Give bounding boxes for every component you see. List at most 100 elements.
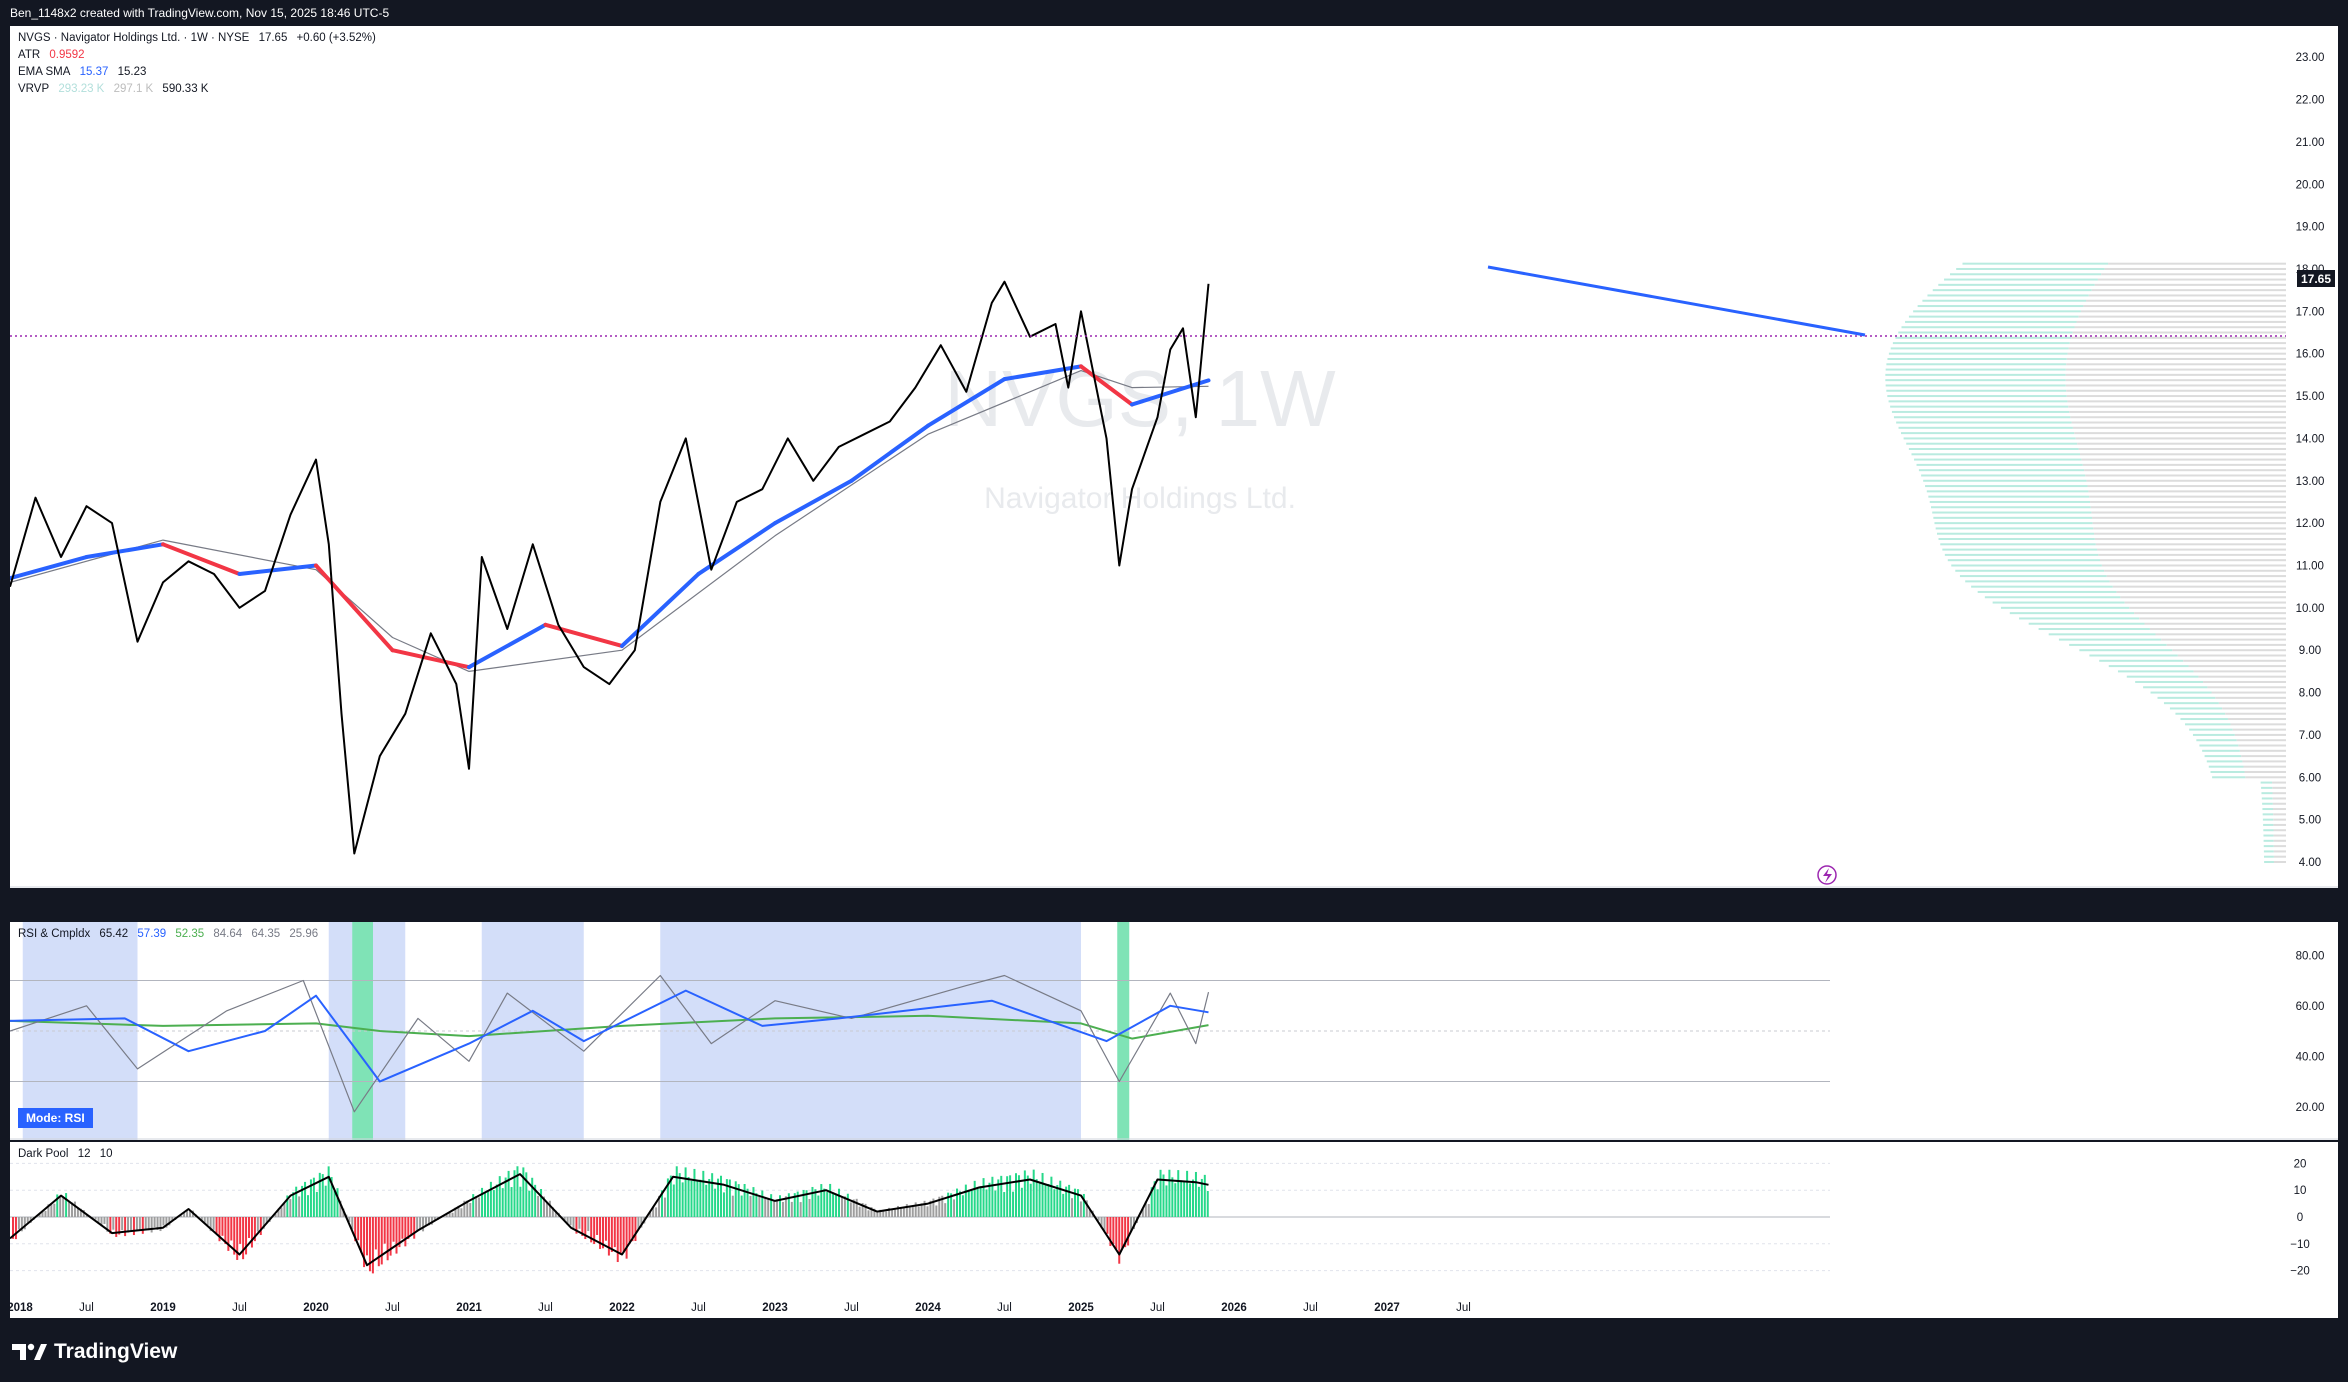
dp-tick-label: −20 [2290,1266,2310,1278]
vp-bin-up [1913,310,2081,313]
watermark-ticker: NVGS, 1W [944,354,1336,443]
dp-bar [964,1184,967,1217]
vp-bin-up [2262,818,2274,821]
rsi-pane[interactable]: 80.00 60.00 40.00 20.00 RSI & Cmpldx 65.42 … [10,922,2338,1140]
dp-bar [289,1199,292,1217]
price-chart[interactable]: 23.0022.0021.0020.0019.0018.0017.0016.00… [10,26,2338,888]
dark-pool-label: Dark Pool [18,1148,69,1160]
dp-bar [1112,1217,1115,1245]
vp-bin-down [2085,474,2286,477]
vp-bin-down [2094,532,2286,535]
vp-bin-up [1992,601,2125,604]
dp-bar [525,1172,528,1217]
dp-bar [354,1217,357,1242]
time-axis-labels: 2018 Jul 2019 Jul 2020 Jul 2021 Jul 2022 Jul 2023 J… [10,1302,1471,1314]
dp-bar [274,1214,277,1217]
vp-bin-up [1928,495,2090,498]
time-tick-label: 2021 [456,1302,482,1314]
time-axis[interactable]: 2018 Jul 2019 Jul 2020 Jul 2021 Jul 2022 Jul 2023 J… [10,1296,2338,1318]
dp-bar [537,1195,540,1217]
vp-bin-up [1951,564,2102,567]
dark-pool-legend[interactable]: Dark Pool 12 10 [18,1148,119,1160]
rsi-value-1: 65.42 [99,928,129,940]
vp-bin-down [2227,718,2286,721]
dp-bar [1194,1171,1197,1217]
time-tick-label: Jul [79,1302,94,1314]
dp-bar [227,1217,230,1251]
price-tick-label: 22.00 [2296,95,2325,107]
dp-bar [242,1217,245,1260]
dp-bar [779,1195,781,1217]
dp-bar [838,1188,840,1217]
dp-bar [746,1188,749,1217]
descending-trendline[interactable] [1487,265,1866,337]
tradingview-logo[interactable]: TradingView [12,1340,177,1364]
dp-bar [693,1168,696,1217]
dp-bar [545,1202,548,1217]
vp-bin-up [2263,834,2274,837]
price-tick-label: 11.00 [2296,560,2324,572]
time-tick-label: 2027 [1374,1302,1400,1314]
dp-bar [858,1206,861,1217]
vp-bin-up [2143,686,2208,689]
price-pane[interactable]: 23.00 22.00 21.00 20.00 19.00 18.00 17.00 16.00… [10,26,2338,888]
dp-bar [911,1205,914,1217]
dp-bar [622,1217,625,1253]
vp-bin-up [1944,278,2098,281]
legend-atr[interactable]: ATR 0.9592 [18,49,91,61]
dp-bar [876,1212,879,1217]
vp-bin-down [2076,320,2286,323]
rsi-signal-line [10,1014,1209,1040]
vp-bin-down [2067,352,2286,355]
chart-attribution: Ben_1148x2 created with TradingView.com,… [10,6,390,20]
price-line [10,280,1210,855]
dp-bar [1177,1170,1180,1217]
dp-bar [563,1217,566,1221]
dp-bar [62,1197,65,1217]
watermark-name: Navigator Holdings Ltd. [984,482,1296,515]
dp-bar [669,1175,672,1217]
vp-bin-down [2161,638,2286,641]
time-tick-label: Jul [538,1302,553,1314]
legend-symbol[interactable]: NVGS · Navigator Holdings Ltd. · 1W · NY… [18,32,382,44]
vp-bin-up [2212,776,2246,779]
dp-bar [976,1188,979,1217]
vp-bin-down [2082,463,2286,466]
dark-pool-chart[interactable]: 20 10 0 −10 −20 [10,1142,2338,1316]
dp-bar [20,1217,23,1232]
ema-segment [620,571,701,648]
ema-segment [1130,378,1211,407]
dp-bar [811,1186,814,1217]
vp-bin-up [1914,458,2082,461]
rsi-chart[interactable]: 80.00 60.00 40.00 20.00 [10,922,2338,1140]
dp-bar [534,1184,537,1217]
vp-bin-down [2273,845,2286,848]
dp-bar [147,1217,150,1231]
dp-tick-label: 0 [2297,1212,2303,1224]
vp-bin-up [2264,861,2274,863]
vp-bin-up [1932,511,2092,514]
vp-bin-up [2263,839,2274,842]
dp-bar [1127,1217,1130,1246]
time-tick-label: Jul [1303,1302,1318,1314]
dp-bar [380,1217,383,1265]
legend-ema-sma[interactable]: EMA SMA 15.37 15.23 [18,66,152,78]
dp-bar [516,1166,519,1217]
dp-bar [327,1166,330,1217]
lightning-icon[interactable] [1817,865,1837,885]
vp-bin-down [2086,479,2286,482]
vp-bin-down [2068,405,2286,408]
svg-text:17.65: 17.65 [2301,272,2331,286]
dark-pool-pane[interactable]: 20 10 0 −10 −20 Dark Pool 12 10 [10,1142,2338,1316]
dp-bar [619,1217,622,1255]
dp-bar [826,1192,829,1217]
dp-bar [1115,1217,1118,1249]
dp-bar [466,1200,469,1217]
dp-bar [1032,1169,1035,1217]
legend-vrvp[interactable]: VRVP 293.23 K 297.1 K 590.33 K [18,83,214,95]
dp-bar [212,1217,215,1230]
rsi-legend[interactable]: RSI & Cmpldx 65.42 57.39 52.35 84.64 64.… [18,928,324,940]
dp-bar [743,1183,746,1217]
dp-bar [504,1177,507,1217]
vp-bin-up [1927,294,2089,297]
